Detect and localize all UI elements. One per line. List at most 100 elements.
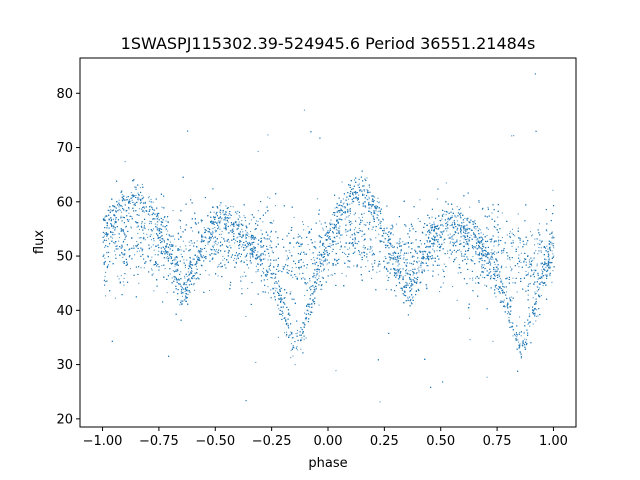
data-point — [324, 250, 326, 252]
data-point — [262, 271, 264, 273]
data-point — [240, 276, 242, 278]
data-point — [131, 199, 133, 201]
data-point — [362, 216, 364, 218]
data-point — [223, 227, 225, 229]
data-point — [358, 227, 360, 229]
data-point — [351, 192, 353, 194]
data-point — [150, 234, 152, 236]
data-point — [172, 210, 174, 212]
data-point — [180, 253, 182, 255]
data-point — [163, 217, 165, 219]
data-point — [468, 244, 470, 246]
data-point — [134, 186, 136, 188]
data-point — [253, 248, 255, 250]
data-point — [369, 248, 371, 250]
data-point — [183, 299, 185, 301]
data-point — [389, 258, 391, 260]
data-point — [120, 275, 122, 277]
data-point — [394, 256, 396, 258]
data-point — [514, 235, 516, 237]
data-point — [130, 192, 132, 194]
data-point — [363, 212, 365, 214]
data-point — [540, 282, 542, 284]
data-point — [182, 240, 184, 242]
data-point — [427, 265, 429, 267]
data-point — [201, 251, 203, 253]
data-point — [299, 273, 301, 275]
data-point — [492, 340, 494, 342]
data-point — [266, 279, 268, 281]
data-point — [496, 252, 498, 254]
data-point — [483, 243, 485, 245]
data-point — [257, 270, 259, 272]
data-point — [194, 272, 196, 274]
data-point — [137, 192, 139, 194]
data-point — [238, 224, 240, 226]
data-point — [433, 251, 435, 253]
data-point — [395, 223, 397, 225]
data-point — [387, 231, 389, 233]
data-point — [481, 267, 483, 269]
data-point — [465, 239, 467, 241]
data-point — [395, 261, 397, 263]
data-point — [239, 216, 241, 218]
data-point — [164, 268, 166, 270]
data-point — [501, 212, 503, 214]
data-point — [130, 226, 132, 228]
data-point — [475, 228, 477, 230]
data-point — [232, 206, 234, 208]
data-point — [467, 227, 469, 229]
data-point — [222, 212, 224, 214]
data-point — [537, 253, 539, 255]
data-point — [494, 263, 496, 265]
data-point — [180, 271, 182, 273]
data-point — [346, 230, 348, 232]
data-point — [241, 228, 243, 230]
data-point — [518, 344, 520, 346]
data-point — [279, 270, 281, 272]
data-point — [158, 227, 160, 229]
data-point — [451, 238, 453, 240]
data-point — [460, 251, 462, 253]
data-point — [389, 242, 391, 244]
data-point — [179, 304, 181, 306]
data-point — [368, 198, 370, 200]
data-point — [152, 244, 154, 246]
data-point — [153, 228, 155, 230]
data-point — [303, 109, 305, 111]
data-point — [363, 244, 365, 246]
data-point — [124, 161, 126, 163]
data-point — [193, 277, 195, 279]
data-point — [260, 229, 262, 231]
data-point — [297, 233, 299, 235]
data-point — [548, 257, 550, 259]
data-point — [491, 255, 493, 257]
data-point — [475, 282, 477, 284]
data-point — [518, 266, 520, 268]
data-point — [267, 292, 269, 294]
data-point — [113, 218, 115, 220]
data-point — [340, 241, 342, 243]
data-point — [167, 230, 169, 232]
data-point — [446, 222, 448, 224]
data-point — [452, 238, 454, 240]
data-point — [407, 242, 409, 244]
data-point — [192, 258, 194, 260]
data-point — [473, 226, 475, 228]
data-point — [141, 195, 143, 197]
data-point — [387, 234, 389, 236]
data-point — [545, 266, 547, 268]
data-point — [537, 278, 539, 280]
data-point — [207, 243, 209, 245]
data-point — [353, 214, 355, 216]
data-point — [268, 268, 270, 270]
data-point — [330, 244, 332, 246]
data-point — [318, 275, 320, 277]
data-point — [175, 245, 177, 247]
data-point — [152, 273, 154, 275]
data-point — [509, 235, 511, 237]
data-point — [397, 261, 399, 263]
data-point — [222, 259, 224, 261]
data-point — [529, 325, 531, 327]
data-point — [547, 248, 549, 250]
